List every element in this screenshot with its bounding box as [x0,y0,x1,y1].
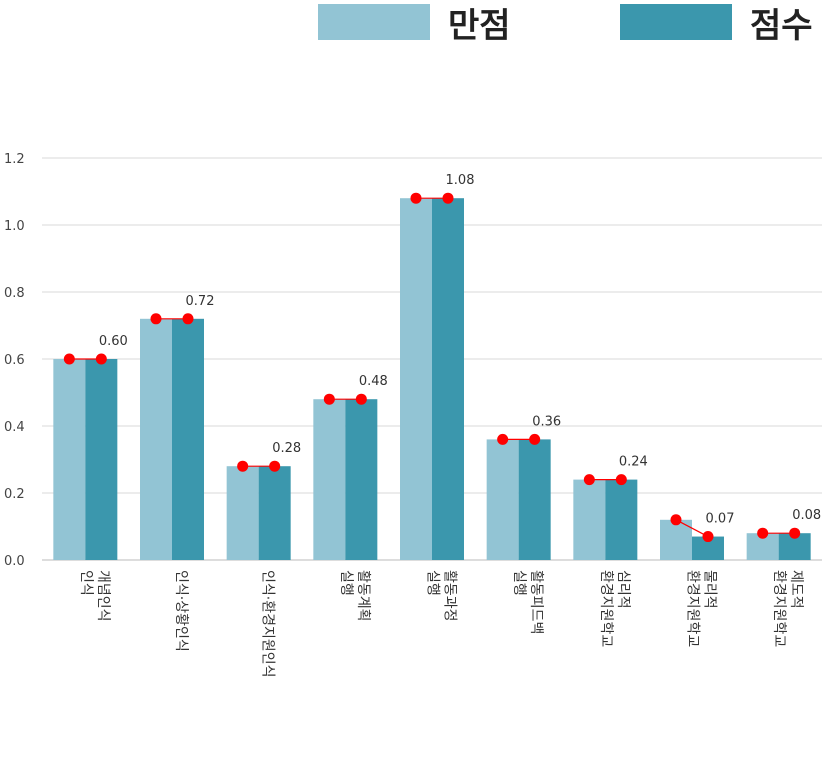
marker-score-1 [182,313,194,325]
x-tick-label-3-0: 실행 [338,570,354,596]
x-tick-label-4-0: 실행 [425,570,441,596]
bar-full-score-4 [400,198,432,560]
marker-score-8 [789,527,801,539]
y-tick-label-6: 1.2 [4,152,25,167]
marker-line-7 [675,519,709,538]
x-tick-label-5-1: 활동피드백 [528,570,544,634]
x-tick-label-6-1: 심리적 [615,570,631,609]
x-tick-label-2-0: 인식·환경지원인식 [260,570,276,678]
marker-full-score-4 [410,192,422,204]
x-tick-label-8-0: 환경지원학교 [771,570,787,647]
bar-full-score-0 [53,359,86,560]
marker-score-2 [269,460,281,472]
bar-score-2 [258,466,291,560]
legend-item-score: 점수 [620,0,813,46]
x-tick-label-1-0: 인식·상황인식 [173,570,189,652]
marker-score-4 [442,192,454,204]
bar-score-6 [605,479,638,560]
data-label-0: 0.60 [99,334,128,349]
bar-full-score-2 [226,466,259,560]
marker-score-0 [95,353,107,365]
legend-label-score: 점수 [750,5,813,46]
data-labels: 0.60 0.72 0.28 0.48 1.08 0.36 0.24 0.07 0.08 [99,173,821,526]
legend-swatch-full-score [318,4,430,40]
y-tick-label-0: 0.0 [4,554,25,569]
marker-score-6 [615,474,627,486]
bar-score-1 [172,318,204,560]
marker-full-score-5 [497,433,509,445]
data-label-1: 0.72 [186,294,215,309]
marker-score-3 [355,393,367,405]
bar-score-4 [432,198,464,560]
marker-score-5 [529,433,541,445]
data-label-2: 0.28 [272,441,301,456]
y-axis-ticks: 0.0 0.2 0.4 0.6 0.8 1.0 1.2 [4,152,25,569]
data-label-7: 0.07 [706,512,735,527]
x-tick-label-7-1: 물리적 [702,570,718,609]
bar-full-score-3 [313,399,346,560]
data-label-3: 0.48 [359,374,388,389]
y-tick-label-1: 0.2 [4,487,25,502]
bar-score-5 [518,439,551,560]
x-tick-label-3-1: 활동계획 [355,570,371,622]
data-label-6: 0.24 [619,455,648,470]
data-label-4: 1.08 [446,173,475,188]
marker-full-score-1 [150,313,162,325]
y-tick-label-4: 0.8 [4,286,25,301]
markers [63,192,801,543]
bar-full-score-7 [660,519,692,560]
x-tick-label-0-0: 인식 [78,570,94,596]
x-tick-label-4-1: 활동과정 [442,570,458,622]
x-axis-labels: 인식 개념인식 인식·상황인식 인식·환경지원인식 실행 활동계획 실행 활동과정 실행 활동피드… [78,570,804,678]
y-tick-label-3: 0.6 [4,353,25,368]
y-tick-label-2: 0.4 [4,420,25,435]
x-tick-label-8-1: 제도적 [788,570,804,609]
x-tick-label-0-1: 개념인식 [95,570,111,622]
bar-full-score-1 [140,318,172,560]
x-tick-label-5-0: 실행 [511,570,527,596]
bars [53,198,811,560]
marker-full-score-8 [757,527,769,539]
marker-full-score-3 [323,393,335,405]
bar-score-3 [345,399,378,560]
legend-item-full-score: 만점 [318,0,511,46]
y-tick-label-5: 1.0 [4,219,25,234]
marker-full-score-6 [583,474,595,486]
bar-score-0 [85,359,118,560]
marker-full-score-7 [670,514,682,526]
x-tick-label-7-0: 환경지원학교 [685,570,701,647]
legend-swatch-score [620,4,732,40]
x-tick-label-6-0: 환경지원학교 [598,570,614,647]
data-label-8: 0.08 [792,508,821,523]
marker-full-score-2 [237,460,249,472]
marker-full-score-0 [63,353,75,365]
bar-full-score-5 [486,439,519,560]
marker-score-7 [702,531,714,543]
bar-score-7 [692,536,724,560]
bar-full-score-6 [573,479,606,560]
legend-label-full-score: 만점 [448,5,511,46]
data-label-5: 0.36 [532,414,561,429]
